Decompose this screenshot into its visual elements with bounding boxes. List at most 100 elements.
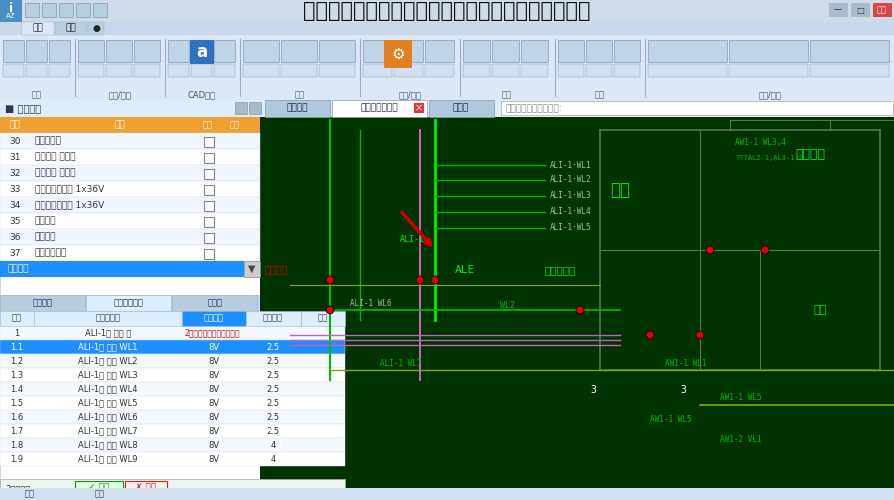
Bar	[0, 452, 344, 466]
Bar	[0, 261, 244, 277]
Circle shape	[577, 308, 582, 312]
Bar	[244, 261, 260, 277]
Bar	[647, 40, 726, 62]
Bar	[22, 22, 54, 35]
Bar	[0, 117, 260, 295]
Bar	[0, 488, 894, 500]
Bar	[281, 64, 316, 77]
Text: 8V: 8V	[208, 440, 219, 450]
Text: ALI-1·WL2: ALI-1·WL2	[550, 176, 591, 184]
Text: 2.5: 2.5	[266, 342, 279, 351]
Text: 2.5: 2.5	[266, 426, 279, 436]
Text: ✓ 确认: ✓ 确认	[89, 484, 110, 492]
Text: 4: 4	[270, 454, 275, 464]
Bar	[0, 326, 344, 340]
Bar	[265, 100, 330, 117]
Bar	[105, 40, 131, 62]
Text: 工程: 工程	[32, 90, 42, 100]
Text: AW1-2 VL1: AW1-2 VL1	[719, 436, 761, 444]
Bar	[872, 3, 891, 17]
Bar	[0, 0, 894, 22]
Bar	[78, 40, 104, 62]
Text: ALI-1·WL3: ALI-1·WL3	[550, 192, 591, 200]
Bar	[647, 64, 726, 77]
Text: 33: 33	[9, 184, 21, 194]
Bar	[204, 249, 214, 259]
Bar	[613, 64, 639, 77]
Bar	[134, 40, 160, 62]
Text: AW1-1 WL5: AW1-1 WL5	[649, 416, 691, 424]
Circle shape	[431, 276, 439, 284]
Text: ALI-1箱 箱装 WL5: ALI-1箱 箱装 WL5	[78, 398, 138, 407]
Bar	[249, 102, 261, 114]
Bar	[0, 100, 894, 117]
Text: 名称: 名称	[114, 120, 125, 130]
Bar	[88, 22, 104, 35]
Circle shape	[325, 306, 333, 314]
Bar	[0, 100, 260, 117]
Bar	[462, 40, 489, 62]
Bar	[76, 3, 90, 17]
Bar	[462, 64, 489, 77]
Text: ALI-1·WL4: ALI-1·WL4	[550, 208, 591, 216]
Circle shape	[576, 306, 584, 314]
Bar	[168, 64, 189, 77]
Bar	[204, 153, 214, 163]
Text: ALE: ALE	[454, 265, 475, 275]
Bar	[0, 340, 344, 354]
Bar	[204, 201, 214, 211]
Text: 管线: 管线	[502, 90, 511, 100]
Text: ALI-1箱 箱装 WL9: ALI-1箱 箱装 WL9	[78, 454, 138, 464]
Text: 零量项目: 零量项目	[286, 104, 308, 112]
Bar	[0, 117, 260, 133]
Text: 关闭: 关闭	[876, 6, 886, 15]
Text: ●: ●	[92, 24, 100, 32]
Text: 系统图: 系统图	[452, 104, 468, 112]
Bar	[42, 3, 56, 17]
Circle shape	[645, 331, 654, 339]
Bar	[243, 64, 279, 77]
Text: 3: 3	[589, 385, 595, 395]
Text: ⚙: ⚙	[391, 46, 404, 62]
Bar	[363, 40, 392, 62]
Bar	[363, 64, 392, 77]
Text: 1.5: 1.5	[11, 398, 23, 407]
Text: 2.5: 2.5	[266, 398, 279, 407]
Bar	[0, 354, 344, 368]
Circle shape	[646, 332, 652, 338]
Text: 8V: 8V	[208, 454, 219, 464]
Text: 30: 30	[9, 136, 21, 145]
Text: a: a	[196, 43, 207, 61]
Bar	[425, 64, 453, 77]
Bar	[0, 424, 344, 438]
Text: 导线: 导线	[317, 314, 327, 322]
Text: 2.5: 2.5	[266, 384, 279, 394]
Bar	[414, 103, 424, 113]
Text: 一层照明平面图: 一层照明平面图	[359, 104, 397, 112]
Bar	[0, 197, 260, 213]
Text: 合体对决安装配置详解：从安装到配置一步到位指南: 合体对决安装配置详解：从安装到配置一步到位指南	[303, 1, 590, 21]
Text: 下拉选择: 下拉选择	[8, 264, 30, 274]
Bar	[3, 40, 24, 62]
Bar	[557, 64, 584, 77]
Bar	[393, 64, 423, 77]
Bar	[204, 185, 214, 195]
Bar	[3, 64, 24, 77]
Bar	[172, 295, 257, 311]
Circle shape	[707, 248, 712, 252]
Bar	[0, 479, 344, 499]
Text: 请选择或输入操作命令:: 请选择或输入操作命令:	[505, 104, 562, 114]
Bar	[0, 368, 344, 382]
Bar	[26, 64, 47, 77]
Bar	[86, 295, 171, 311]
Text: i: i	[9, 2, 13, 15]
Text: 系统: 系统	[95, 490, 105, 498]
Text: ALI-1 WL6: ALI-1 WL6	[350, 298, 392, 308]
Bar	[828, 3, 847, 17]
Bar	[190, 40, 212, 62]
Text: 2选择相应系统图对应支路: 2选择相应系统图对应支路	[185, 328, 240, 338]
Bar	[78, 64, 104, 77]
Circle shape	[416, 276, 424, 284]
Text: AW1-1 WL3,4: AW1-1 WL3,4	[734, 138, 785, 147]
Circle shape	[432, 278, 437, 282]
